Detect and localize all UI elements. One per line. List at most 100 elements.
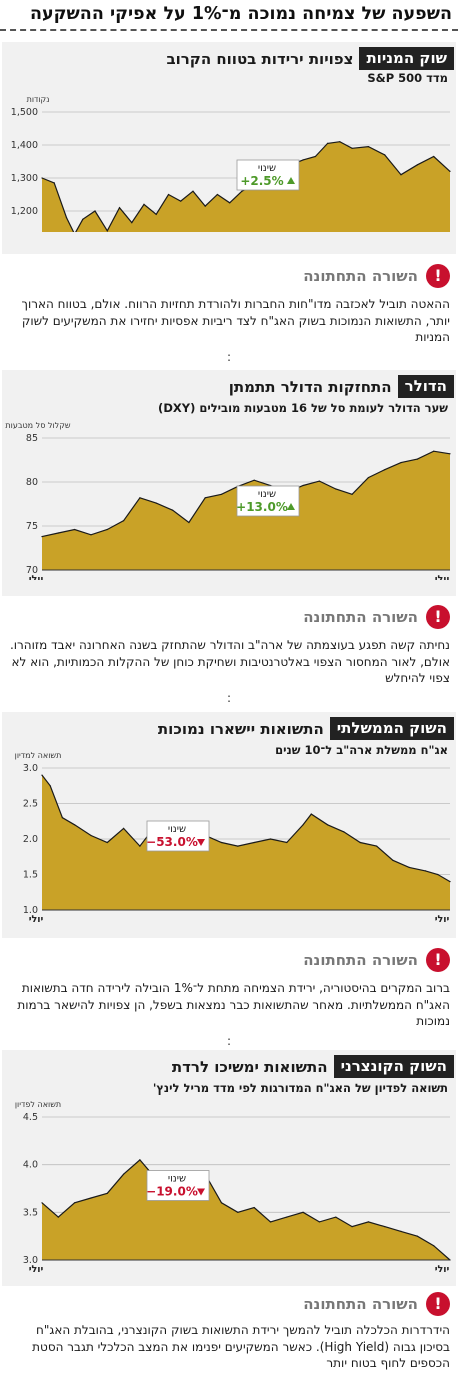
data-point xyxy=(408,866,410,868)
data-point xyxy=(376,845,378,847)
y-tick-label: 75 xyxy=(26,521,38,532)
data-point xyxy=(416,458,418,460)
data-point xyxy=(216,193,218,196)
data-point xyxy=(74,824,76,826)
panel-title: התשואות ימשיכו לרדת xyxy=(171,1057,328,1076)
change-badge: שינוי−19.0% xyxy=(146,1170,210,1201)
data-point xyxy=(343,831,345,833)
data-point xyxy=(269,838,272,840)
y-tick-label: 3.5 xyxy=(23,1207,38,1218)
data-point xyxy=(123,1173,125,1175)
data-point xyxy=(302,484,304,487)
change-label: שינוי xyxy=(258,489,276,500)
y-tick-label: 1,200 xyxy=(11,206,38,217)
data-point xyxy=(192,190,194,192)
data-point xyxy=(41,1202,43,1204)
data-point xyxy=(286,1216,288,1218)
change-box xyxy=(236,485,300,517)
data-point xyxy=(139,845,141,847)
x-start-month: יולי xyxy=(29,914,44,922)
data-point xyxy=(90,534,92,536)
data-point xyxy=(416,1235,418,1237)
chart-subtitle: שער הדולר לעומת סל של 16 מטבעות מובילים … xyxy=(158,401,448,415)
data-point xyxy=(180,200,182,202)
data-point xyxy=(188,521,190,524)
data-point xyxy=(49,785,51,787)
bottom-line-text: ההאטה תוביל לאכזבה מדו"חות החברות ולהורד… xyxy=(21,297,451,344)
data-point xyxy=(74,528,76,531)
bottom-line-header: ! השורה התחתונה xyxy=(0,603,454,633)
panel-government: השוק הממשלתי התשואות יישארו נמוכות אג"ח … xyxy=(2,712,456,938)
data-point xyxy=(94,210,96,212)
data-point xyxy=(449,453,451,455)
panel-title: התשואות יישארו נמוכות xyxy=(157,719,324,738)
y-tick-label: 1,300 xyxy=(11,173,38,184)
change-value: +2.5% xyxy=(240,174,283,188)
change-value: +13.0% xyxy=(236,500,288,514)
bottom-line-header: ! השורה התחתונה xyxy=(0,262,454,292)
change-label: שינוי xyxy=(258,163,276,174)
data-point xyxy=(143,203,145,205)
change-box xyxy=(146,1170,210,1201)
data-point xyxy=(424,870,427,872)
data-point xyxy=(400,462,402,464)
y-tick-label: 3.0 xyxy=(23,1255,38,1266)
y-tick-label: 85 xyxy=(26,433,38,444)
y-unit-label: נקודות xyxy=(27,95,50,104)
data-point xyxy=(53,182,55,184)
exclamation-icon: ! xyxy=(426,948,450,972)
y-tick-label: 1,500 xyxy=(11,107,38,118)
data-point xyxy=(253,1207,255,1209)
data-point xyxy=(367,146,369,148)
change-label: שינוי xyxy=(168,1174,186,1185)
data-point xyxy=(384,154,386,156)
data-point xyxy=(400,174,402,176)
data-point xyxy=(123,827,125,829)
separator: : xyxy=(226,350,232,364)
data-point xyxy=(367,477,369,479)
data-point xyxy=(359,841,361,844)
data-point xyxy=(237,1211,239,1213)
arrow-up-icon xyxy=(287,503,295,510)
bottom-line-text: נחיתה קשה תפגע בעוצמתה של ארה"ב והדולר ש… xyxy=(9,638,450,685)
x-end-month: יולי xyxy=(435,1264,450,1272)
y-tick-label: 1,400 xyxy=(11,140,38,151)
change-box xyxy=(146,820,210,852)
change-badge: שינוי−53.0% xyxy=(146,820,210,852)
data-point xyxy=(220,841,223,844)
data-point xyxy=(302,159,304,161)
chart-subtitle: אג"ח ממשלת ארה"ב ל־10 שנים xyxy=(275,743,448,757)
data-point xyxy=(351,1226,353,1228)
panel-tag: השוק הממשלתי xyxy=(329,717,454,740)
exclamation-icon: ! xyxy=(426,1292,450,1316)
data-point xyxy=(90,1197,92,1199)
y-tick-label: 1.0 xyxy=(23,905,38,916)
y-tick-label: 80 xyxy=(26,477,38,488)
data-point xyxy=(351,493,353,495)
data-point xyxy=(41,536,43,538)
arrow-up-icon xyxy=(287,177,295,184)
data-point xyxy=(118,207,121,209)
y-tick-label: 4.5 xyxy=(23,1112,38,1123)
bottom-line-label: השורה התחתונה xyxy=(303,608,418,626)
data-point xyxy=(286,841,288,844)
panel-title: צפויות ירידות בטווח הקרוב xyxy=(166,49,354,68)
data-point xyxy=(155,502,157,504)
data-point xyxy=(318,480,320,482)
x-start-month: יולי xyxy=(29,574,44,580)
data-point xyxy=(392,859,394,861)
series-line xyxy=(41,774,451,883)
data-point xyxy=(220,493,223,495)
arrow-down-icon xyxy=(197,839,205,846)
stocks-chart: 1,1001,2001,3001,4001,500נקודותיולי2011י… xyxy=(11,95,451,232)
panel-tag: הדולר xyxy=(397,375,454,398)
bottom-line-header: ! השורה התחתונה xyxy=(0,946,454,976)
change-box xyxy=(236,159,300,191)
data-point xyxy=(172,509,174,511)
data-point xyxy=(335,488,337,490)
data-point xyxy=(57,1216,59,1218)
data-point xyxy=(351,147,353,149)
data-point xyxy=(123,520,125,522)
